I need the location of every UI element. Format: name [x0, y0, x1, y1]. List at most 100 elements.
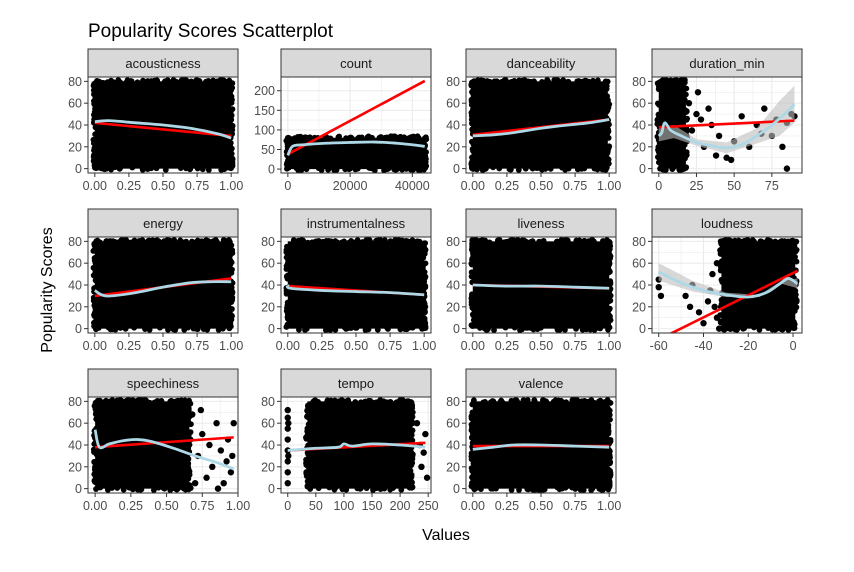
scatter-point	[164, 324, 171, 331]
y-tick-label: 60	[261, 417, 275, 431]
scatter-point	[603, 86, 610, 92]
scatter-point	[508, 487, 515, 493]
scatter-point	[511, 324, 518, 331]
scatter-point	[468, 261, 475, 268]
scatter-point	[168, 238, 175, 245]
scatter-point	[678, 166, 685, 173]
scatter-point	[525, 78, 532, 85]
scatter-point	[303, 325, 310, 332]
scatter-point	[227, 90, 233, 97]
scatter-point	[414, 238, 421, 245]
y-axis: 0 20 40 60 80	[68, 395, 88, 496]
scatter-point	[304, 407, 310, 414]
scatter-point	[591, 239, 597, 246]
scatter-point	[393, 135, 400, 142]
scatter-point	[751, 238, 757, 245]
scatter-point	[469, 401, 476, 408]
scatter-point	[162, 78, 168, 85]
scatter-point	[218, 166, 225, 173]
scatter-point	[109, 239, 116, 246]
scatter-point	[367, 239, 374, 246]
scatter-point	[218, 77, 224, 83]
scatter-point	[283, 254, 290, 261]
scatter-point	[512, 238, 519, 245]
x-tick-label: 1.00	[219, 179, 243, 193]
scatter-point	[656, 79, 663, 86]
scatter-point	[704, 298, 712, 305]
scatter-point	[205, 238, 212, 245]
scatter-point	[306, 421, 312, 428]
scatter-point	[229, 266, 235, 273]
scatter-point	[117, 79, 123, 86]
scatter-point	[286, 163, 293, 170]
scatter-point	[384, 324, 391, 331]
scatter-point	[285, 260, 291, 267]
scatter-point	[228, 99, 235, 106]
y-tick-label: 40	[446, 279, 460, 293]
scatter-point	[96, 78, 103, 85]
scatter-point	[685, 99, 693, 107]
scatter-point	[193, 325, 200, 332]
scatter-point	[91, 265, 98, 271]
scatter-point	[91, 101, 98, 107]
scatter-point	[607, 313, 613, 320]
scatter-point	[413, 419, 421, 427]
strip-background	[465, 208, 617, 238]
strip-background	[280, 208, 432, 238]
strip-label: energy	[143, 216, 183, 231]
y-tick-label: 0	[75, 322, 82, 336]
facet-panel-count: count 0 50 100 150 200 0 20000 40000	[254, 48, 432, 193]
scatter-point	[478, 77, 485, 84]
scatter-point	[181, 77, 188, 83]
y-tick-label: 40	[68, 279, 82, 293]
scatter-point	[496, 79, 503, 86]
scatter-point	[150, 487, 157, 493]
scatter-point	[284, 479, 291, 487]
scatter-point	[303, 470, 310, 477]
scatter-point	[711, 303, 718, 311]
scatter-point	[228, 85, 235, 92]
scatter-point	[605, 428, 612, 435]
scatter-point	[470, 470, 477, 476]
scatter-point	[129, 164, 136, 171]
scatter-point	[422, 430, 429, 438]
x-tick-label: 0.50	[151, 179, 175, 193]
scatter-point	[186, 397, 192, 404]
scatter-point	[468, 453, 475, 460]
scatter-point	[605, 453, 611, 460]
scatter-point	[767, 238, 774, 245]
scatter-point	[606, 296, 612, 303]
scatter-point	[171, 485, 177, 492]
scatter-point	[131, 237, 138, 244]
y-axis: 0 20 40 60 80	[68, 235, 88, 336]
x-tick-label: 0	[790, 339, 797, 353]
scatter-point	[403, 398, 410, 405]
scatter-point	[602, 78, 609, 85]
scatter-point	[773, 324, 779, 331]
y-tick-label: 60	[68, 97, 82, 111]
scatter-point	[422, 273, 429, 280]
x-tick-label: 1.00	[412, 339, 436, 353]
scatter-point	[284, 406, 291, 414]
facet-panel-acousticness: acousticness 0 20 40 60 80 0.00 0.25 0.50 0.75 1.0…	[68, 48, 243, 193]
loess-fit-line	[472, 118, 610, 138]
loess-fit-line	[286, 140, 425, 157]
scatter-point	[556, 486, 563, 493]
scatter-point	[191, 239, 197, 246]
scatter-point	[556, 326, 563, 333]
scatter-point	[109, 485, 115, 491]
scatter-point	[227, 298, 234, 305]
scatter-point	[655, 159, 662, 166]
strip-label: instrumentalness	[307, 216, 406, 231]
scatter-point	[176, 399, 182, 406]
scatter-point	[468, 269, 475, 276]
scatter-point	[790, 325, 797, 332]
scatter-point	[399, 166, 406, 173]
scatter-point	[195, 79, 202, 86]
scatter-point	[223, 164, 230, 171]
scatter-point	[230, 419, 237, 427]
scatter-point	[93, 486, 99, 492]
x-tick-label: 1.00	[219, 339, 243, 353]
scatter-point	[313, 238, 320, 245]
confidence-band	[658, 85, 795, 154]
